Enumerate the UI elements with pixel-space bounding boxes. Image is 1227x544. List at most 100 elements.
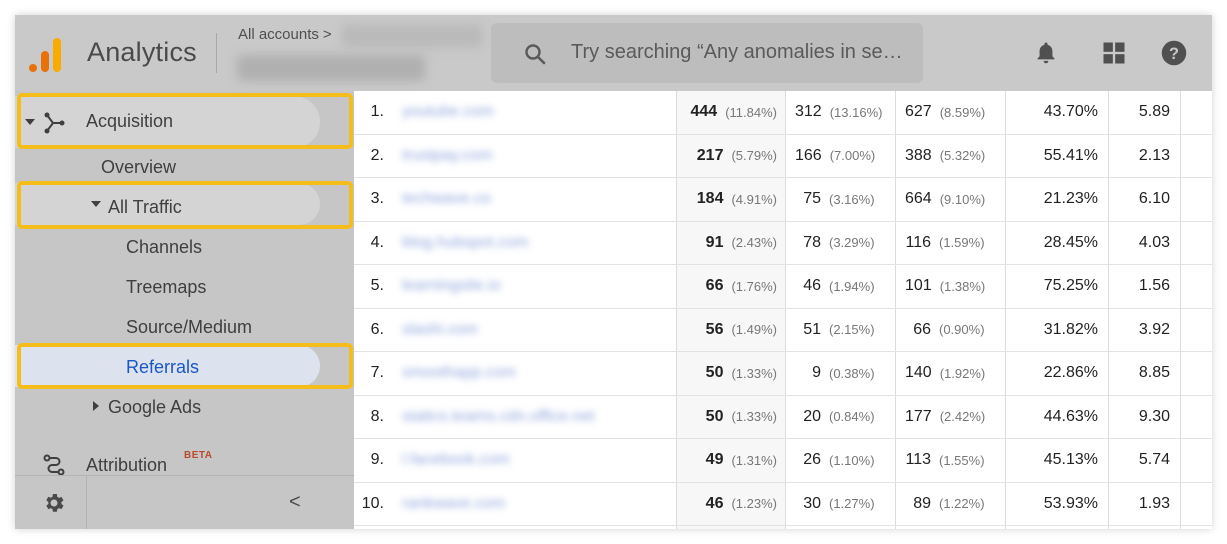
new-users-value: 46	[803, 277, 821, 295]
source-link[interactable]: learningsite.io	[402, 265, 501, 308]
source-link[interactable]: trustpay.com	[402, 135, 492, 178]
bounce-rate-cell: 21.23%	[1043, 190, 1098, 208]
bounce-rate-cell: 44.63%	[1043, 407, 1098, 425]
new-users-percent: (7.00%)	[829, 148, 876, 164]
table-row: 6. slashi.com 56 (1.49%) 51 (2.15%) 66 (0.90%) 3…	[354, 309, 1212, 352]
sidebar-item-referrals[interactable]	[15, 345, 320, 387]
row-index: 6.	[370, 320, 384, 338]
table-row: 7. smoothapp.com 50 (1.33%) 9 (0.38%) 140 (1.92…	[354, 352, 1212, 396]
pageviews-value: 177	[905, 407, 932, 425]
source-link[interactable]: rankwave.com	[402, 483, 505, 526]
pageviews-cell: 627 (8.59%)	[895, 91, 1005, 134]
sidebar-item-overview[interactable]: Overview	[101, 157, 177, 177]
caret-down-icon	[91, 201, 101, 207]
pageviews-percent: (1.55%)	[939, 452, 985, 468]
divider	[86, 476, 87, 529]
row-index: 2.	[370, 146, 384, 164]
sessions-value: 66	[705, 277, 724, 295]
sidebar-item-source-medium[interactable]: Source/Medium	[126, 317, 253, 337]
new-users-cell: 46 (1.94%)	[785, 265, 895, 308]
new-users-percent: (1.27%)	[829, 496, 875, 512]
redacted-view-name[interactable]	[237, 55, 425, 81]
new-users-percent: (3.16%)	[829, 191, 875, 207]
help-icon[interactable]: ?	[1160, 39, 1188, 67]
new-users-percent: (1.10%)	[829, 452, 875, 468]
source-link[interactable]: slashi.com	[402, 309, 478, 352]
sessions-percent: (2.43%)	[731, 235, 777, 251]
sorted-column-highlight	[676, 91, 785, 529]
new-users-percent: (0.84%)	[829, 409, 875, 425]
bounce-rate-cell: 53.93%	[1043, 494, 1098, 512]
notifications-bell-icon[interactable]	[1032, 39, 1060, 67]
source-text: blog.hubspot.com	[402, 233, 529, 251]
row-index: 7.	[370, 364, 384, 382]
source-link[interactable]: statics.teams.cdn.office.net	[402, 396, 595, 439]
new-users-cell: 78 (3.29%)	[785, 222, 895, 265]
sidebar-item-attribution[interactable]: Attribution	[86, 455, 168, 475]
table-row: 1. youtube.com 444 (11.84%) 312 (13.16%) 627 (8…	[354, 91, 1212, 135]
new-users-cell: 26 (1.10%)	[785, 439, 895, 482]
source-link[interactable]: youtube.com	[402, 91, 494, 134]
bounce-rate-cell: 43.70%	[1043, 103, 1098, 121]
settings-gear-icon[interactable]	[42, 491, 66, 515]
sidebar-item-channels[interactable]: Channels	[126, 237, 203, 257]
pageviews-value: 89	[913, 494, 931, 512]
sidebar-footer: <	[15, 475, 354, 529]
search-bar[interactable]: Try searching “Any anomalies in se…	[491, 23, 923, 83]
row-index: 3.	[370, 190, 384, 208]
source-link[interactable]: l.facebook.com	[402, 439, 510, 482]
new-users-cell: 51 (2.15%)	[785, 309, 895, 352]
pages-per-session-cell: 2.13	[1138, 146, 1170, 164]
table-row: 9. l.facebook.com 49 (1.31%) 26 (1.10%) 113 (1.…	[354, 439, 1212, 483]
new-users-percent: (1.94%)	[829, 278, 875, 294]
pageviews-percent: (1.22%)	[939, 496, 985, 512]
pageviews-cell: 89 (1.22%)	[895, 483, 1005, 526]
sessions-value: 50	[705, 364, 724, 382]
source-link[interactable]: smoothapp.com	[402, 352, 516, 395]
source-link[interactable]: blog.hubspot.com	[402, 222, 528, 265]
accounts-label: All accounts	[238, 26, 319, 43]
bounce-rate-cell: 22.86%	[1043, 364, 1098, 382]
sessions-cell: 184 (4.91%)	[676, 178, 785, 221]
sidebar-item-google-ads[interactable]: Google Ads	[108, 397, 202, 417]
source-link[interactable]: techwave.co	[402, 178, 491, 221]
bounce-rate-cell: 45.13%	[1043, 451, 1098, 469]
sidebar-item-treemaps[interactable]: Treemaps	[126, 277, 207, 297]
column-divider	[1108, 91, 1109, 529]
table-row: 2. trustpay.com 217 (5.79%) 166 (7.00%) 388 (5.…	[354, 135, 1212, 178]
accounts-breadcrumb[interactable]: All accounts >	[238, 26, 332, 43]
sessions-value: 91	[705, 233, 724, 251]
search-input[interactable]: Try searching “Any anomalies in se…	[571, 41, 903, 63]
attribution-icon	[43, 454, 65, 476]
source-text: l.facebook.com	[402, 451, 510, 469]
sessions-percent: (1.76%)	[731, 278, 777, 294]
pageviews-value: 116	[905, 233, 931, 251]
pageviews-percent: (1.59%)	[939, 235, 985, 251]
new-users-cell: 30 (1.27%)	[785, 483, 895, 526]
collapse-sidebar-chevron-icon[interactable]: <	[289, 491, 301, 513]
sessions-percent: (1.31%)	[731, 452, 777, 468]
sidebar-item-all-traffic[interactable]	[15, 183, 320, 225]
sessions-value: 49	[705, 451, 724, 469]
new-users-value: 20	[803, 407, 821, 425]
redacted-property-name[interactable]	[342, 25, 482, 47]
apps-grid-icon[interactable]	[1100, 39, 1128, 67]
pageviews-percent: (2.42%)	[939, 409, 986, 425]
pages-per-session-cell: 1.93	[1138, 494, 1170, 512]
new-users-cell: 20 (0.84%)	[785, 396, 895, 439]
pageviews-cell: 388 (5.32%)	[895, 135, 1005, 178]
sidebar-item-acquisition[interactable]	[15, 96, 320, 148]
pageviews-percent: (9.10%)	[939, 191, 986, 207]
source-text: statics.teams.cdn.office.net	[402, 407, 595, 425]
sessions-value: 46	[705, 494, 724, 512]
source-text: rankwave.com	[402, 494, 506, 512]
pageviews-value: 140	[905, 364, 932, 382]
new-users-value: 51	[803, 320, 821, 338]
pageviews-cell: 116 (1.59%)	[895, 222, 1005, 265]
source-text: smoothapp.com	[402, 364, 516, 382]
sessions-cell: 50 (1.33%)	[676, 352, 785, 395]
new-users-cell: 9 (0.38%)	[785, 352, 895, 395]
sessions-percent: (5.79%)	[731, 148, 777, 164]
new-users-value: 9	[812, 364, 821, 382]
pageviews-value: 664	[905, 190, 932, 208]
